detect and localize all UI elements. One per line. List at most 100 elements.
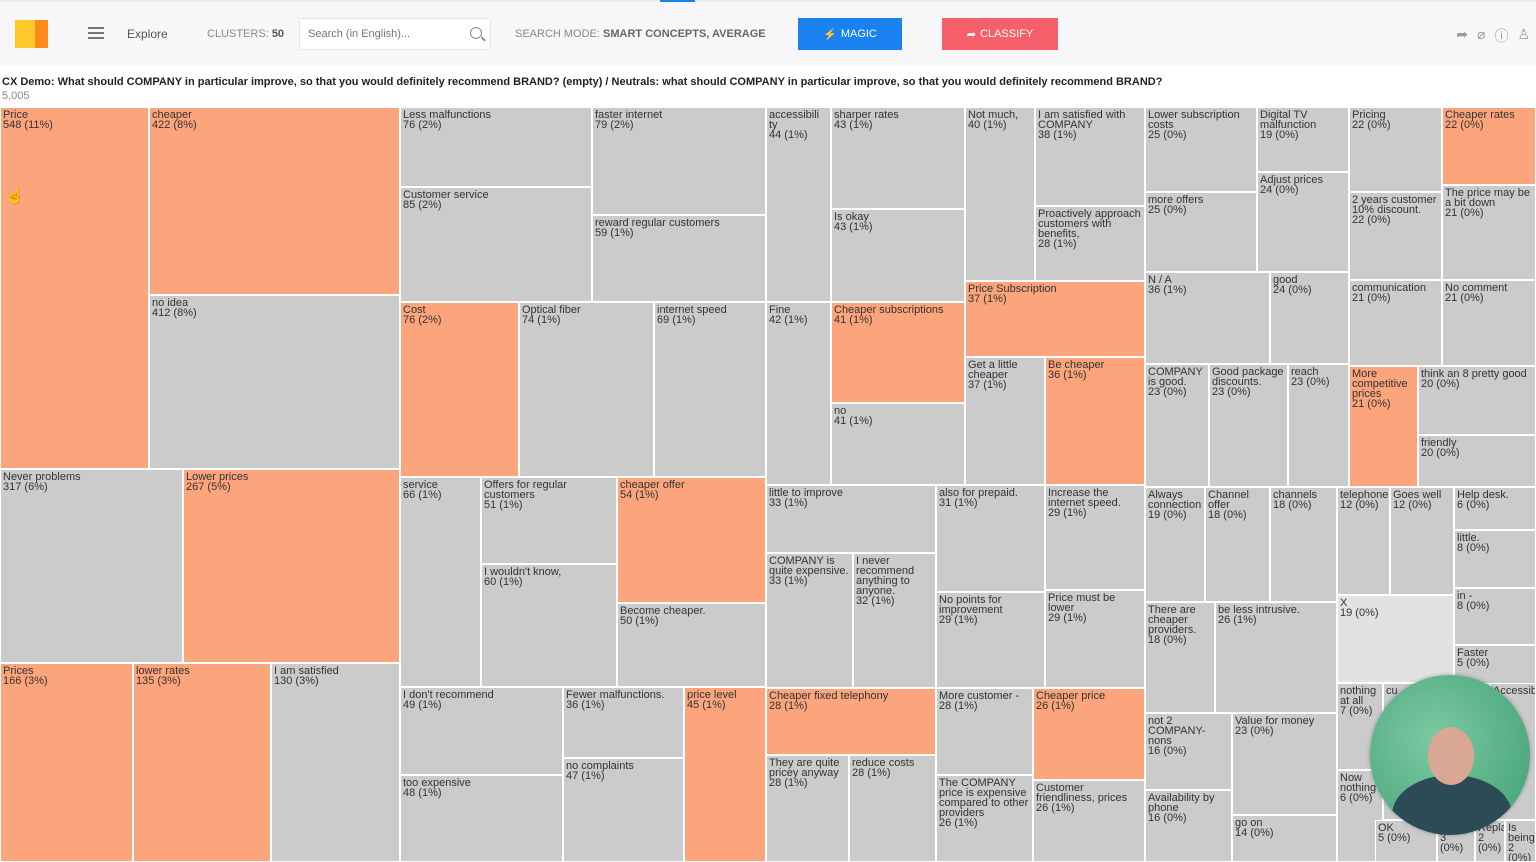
cluster-cell[interactable]: Not much, 40 (1%) xyxy=(965,107,1035,281)
cluster-cell[interactable]: Is okay 43 (1%) xyxy=(831,209,965,302)
cluster-cell[interactable]: There are cheaper providers. 18 (0%) xyxy=(1145,602,1215,713)
cluster-cell[interactable]: price level 45 (1%) xyxy=(684,687,766,862)
user-icon[interactable]: ♙ xyxy=(1517,26,1530,42)
cluster-cell[interactable]: Get a little cheaper 37 (1%) xyxy=(965,357,1045,485)
cluster-cell[interactable]: I never recommend anything to anyone. 32 … xyxy=(853,553,936,688)
share-icon[interactable]: ➦ xyxy=(1456,26,1468,42)
cluster-cell[interactable]: Price must be lower 29 (1%) xyxy=(1045,590,1145,688)
cluster-cell[interactable]: little to improve 33 (1%) xyxy=(766,485,936,553)
cluster-cell[interactable]: I don't recommend 49 (1%) xyxy=(400,687,563,775)
help-icon[interactable]: ⓘ xyxy=(1494,28,1509,44)
clusters-count[interactable]: CLUSTERS: 50 xyxy=(207,28,285,40)
cluster-cell[interactable]: The price may be a bit down 21 (0%) xyxy=(1442,185,1536,280)
cluster-cell[interactable]: They are quite pricey anyway 28 (1%) xyxy=(766,755,849,862)
cluster-cell[interactable]: Cheaper rates 22 (0%) xyxy=(1442,107,1536,185)
cluster-cell[interactable]: Good package discounts. 23 (0%) xyxy=(1209,364,1288,487)
cluster-cell[interactable]: Value for money 23 (0%) xyxy=(1232,713,1337,815)
cluster-cell[interactable]: Cost 76 (2%) xyxy=(400,302,519,477)
cluster-cell[interactable]: reduce costs 28 (1%) xyxy=(849,755,936,862)
cluster-cell[interactable]: Availability by phone 16 (0%) xyxy=(1145,790,1232,862)
cluster-cell[interactable]: Fewer malfunctions. 36 (1%) xyxy=(563,687,684,758)
cluster-cell[interactable]: no idea 412 (8%) xyxy=(149,295,400,469)
cluster-cell[interactable]: Fine 42 (1%) xyxy=(766,302,831,485)
cluster-cell[interactable]: Customer friendliness, prices 26 (1%) xyxy=(1033,780,1145,862)
search-icon[interactable] xyxy=(470,27,482,39)
cluster-cell[interactable]: good 24 (0%) xyxy=(1270,272,1349,364)
cluster-cell[interactable]: lower rates 135 (3%) xyxy=(133,663,271,862)
cluster-cell[interactable]: Cheaper subscriptions 41 (1%) xyxy=(831,302,965,403)
cluster-cell[interactable]: internet speed 69 (1%) xyxy=(654,302,766,477)
cluster-cell[interactable]: communication 21 (0%) xyxy=(1349,280,1442,366)
app-logo[interactable] xyxy=(15,20,48,48)
cluster-cell[interactable]: Digital TV malfunction 19 (0%) xyxy=(1257,107,1349,172)
cluster-cell[interactable]: think an 8 pretty good 20 (0%) xyxy=(1418,366,1536,435)
cluster-cell[interactable]: Cheaper price 26 (1%) xyxy=(1033,688,1145,780)
cluster-cell[interactable]: 2 years customer 10% discount. 22 (0%) xyxy=(1349,192,1442,280)
cluster-cell[interactable]: service 66 (1%) xyxy=(400,477,481,687)
cluster-cell[interactable]: no complaints 47 (1%) xyxy=(563,758,684,862)
cluster-cell[interactable]: Lower prices 267 (5%) xyxy=(183,469,400,663)
cluster-cell[interactable]: Help desk. 6 (0%) xyxy=(1454,487,1536,530)
cluster-cell[interactable]: cheaper offer 54 (1%) xyxy=(617,477,766,603)
cluster-cell[interactable]: Price Subscription 37 (1%) xyxy=(965,281,1145,357)
classify-button[interactable]: ➦ CLASSIFY xyxy=(942,18,1058,50)
cluster-cell[interactable]: also for prepaid. 31 (1%) xyxy=(936,485,1045,592)
cluster-cell[interactable]: reward regular customers 59 (1%) xyxy=(592,215,766,302)
cluster-cell[interactable]: sharper rates 43 (1%) xyxy=(831,107,965,209)
hamburger-menu-icon[interactable] xyxy=(88,27,104,39)
cluster-label: COMPANY is quite expensive. xyxy=(769,555,849,577)
cluster-cell[interactable]: Pricing 22 (0%) xyxy=(1349,107,1442,192)
cluster-cell[interactable]: More competitive prices 21 (0%) xyxy=(1349,366,1418,487)
cluster-cell[interactable]: No points for improvement 29 (1%) xyxy=(936,592,1045,688)
cluster-cell[interactable]: I am satisfied 130 (3%) xyxy=(271,663,400,862)
cluster-cell[interactable]: Offers for regular customers 51 (1%) xyxy=(481,477,617,564)
cluster-cell[interactable]: The COMPANY price is expensive compared … xyxy=(936,775,1033,862)
cluster-cell[interactable]: No comment 21 (0%) xyxy=(1442,280,1536,366)
cluster-cell[interactable]: Become cheaper. 50 (1%) xyxy=(617,603,766,687)
cluster-cell[interactable]: Increase the internet speed. 29 (1%) xyxy=(1045,485,1145,590)
cluster-cell[interactable]: Be cheaper 36 (1%) xyxy=(1045,357,1145,485)
cluster-cell[interactable]: in -8 (0%) xyxy=(1454,588,1536,645)
cluster-cell[interactable]: Never problems 317 (6%) xyxy=(0,469,183,663)
cluster-cell[interactable]: telephone 12 (0%) xyxy=(1337,487,1390,595)
cluster-cell[interactable]: Goes well 12 (0%) xyxy=(1390,487,1454,595)
tag-icon[interactable]: ⌀ xyxy=(1477,26,1486,42)
cluster-cell[interactable]: go on 14 (0%) xyxy=(1232,815,1337,862)
cluster-cell[interactable]: X 19 (0%) xyxy=(1337,595,1454,683)
cluster-cell[interactable]: be less intrusive. 26 (1%) xyxy=(1215,602,1337,713)
cluster-cell[interactable]: Less malfunctions 76 (2%) xyxy=(400,107,592,187)
cluster-cell[interactable]: Price 548 (11%) xyxy=(0,107,149,469)
cluster-cell[interactable]: friendly 20 (0%) xyxy=(1418,435,1536,487)
cluster-cell[interactable]: COMPANY is quite expensive. 33 (1%) xyxy=(766,553,853,688)
cluster-cell[interactable]: too expensive 48 (1%) xyxy=(400,775,563,862)
cluster-cell[interactable]: Optical fiber 74 (1%) xyxy=(519,302,654,477)
cluster-cell[interactable]: Customer service 85 (2%) xyxy=(400,187,592,302)
cluster-cell[interactable]: no 41 (1%) xyxy=(831,403,965,485)
cluster-cell[interactable]: Prices 166 (3%) xyxy=(0,663,133,862)
cluster-count: 7 (0%) xyxy=(1340,705,1373,717)
cluster-cell[interactable]: Proactively approach customers with bene… xyxy=(1035,206,1145,281)
cluster-cell[interactable]: not 2 COMPANY-nons 16 (0%) xyxy=(1145,713,1232,790)
cluster-cell[interactable]: N / A 36 (1%) xyxy=(1145,272,1270,364)
cluster-cell[interactable]: accessibili ty 44 (1%) xyxy=(766,107,831,302)
cluster-cell[interactable]: Lower subscription costs 25 (0%) xyxy=(1145,107,1257,192)
cluster-cell[interactable]: Adjust prices 24 (0%) xyxy=(1257,172,1349,272)
cluster-cell[interactable]: more offers 25 (0%) xyxy=(1145,192,1257,272)
magic-button[interactable]: ⚡ MAGIC xyxy=(798,18,902,50)
cluster-cell[interactable]: Cheaper fixed telephony 28 (1%) xyxy=(766,688,936,755)
search-input[interactable] xyxy=(308,28,458,40)
cluster-cell[interactable]: faster internet 79 (2%) xyxy=(592,107,766,215)
cluster-cell[interactable]: channels 18 (0%) xyxy=(1270,487,1337,602)
nav-explore[interactable]: Explore xyxy=(127,27,168,41)
cluster-cell[interactable]: little. 8 (0%) xyxy=(1454,530,1536,588)
cluster-cell[interactable]: I wouldn't know, 60 (1%) xyxy=(481,564,617,687)
search-mode[interactable]: SEARCH MODE: SMART CONCEPTS, AVERAGE xyxy=(515,28,766,40)
cluster-cell[interactable]: Always connection 19 (0%) xyxy=(1145,487,1205,602)
cluster-cell[interactable]: cheaper 422 (8%) xyxy=(149,107,400,295)
cluster-cell[interactable]: COMPANY is good. 23 (0%) xyxy=(1145,364,1209,487)
cluster-cell[interactable]: Channel offer 18 (0%) xyxy=(1205,487,1270,602)
cluster-cell[interactable]: More customer -28 (1%) xyxy=(936,688,1033,775)
cluster-count: 44 (1%) xyxy=(769,129,808,141)
cluster-cell[interactable]: reach 23 (0%) xyxy=(1288,364,1349,487)
cluster-cell[interactable]: I am satisfied with COMPANY 38 (1%) xyxy=(1035,107,1145,206)
